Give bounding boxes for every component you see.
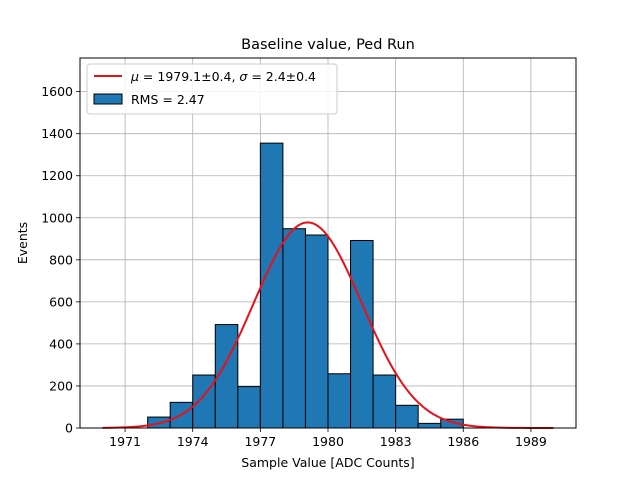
legend: μ = 1979.1±0.4, σ = 2.4±0.4 RMS = 2.47 [86,63,338,115]
histogram-bar [259,142,284,429]
x-tick-label: 1986 [447,434,479,449]
x-axis-label: Sample Value [ADC Counts] [241,455,414,470]
legend-mu-text: = 1979.1±0.4, [139,69,239,84]
histogram-bar [327,373,352,429]
chart-title: Baseline value, Ped Run [241,37,415,53]
legend-fit-label: μ = 1979.1±0.4, σ = 2.4±0.4 [130,69,316,84]
histogram-bar [237,386,261,429]
legend-rms-label: RMS = 2.47 [131,92,205,107]
histogram-bar [417,422,442,429]
y-tick-label: 1400 [41,126,73,141]
legend-rms-swatch [93,93,123,105]
x-tick-label: 1971 [109,434,141,449]
y-tick-label: 200 [49,378,73,393]
y-tick-label: 1200 [41,168,73,183]
histogram-bar [282,228,306,429]
y-tick-label: 0 [65,421,73,436]
y-tick-label: 1000 [41,210,73,225]
y-ticks: 0 200 400 600 800 1000 1200 1400 1600 [41,84,80,436]
y-tick-label: 800 [49,252,73,267]
y-tick-label: 400 [49,336,73,351]
histogram-bar [395,404,419,429]
x-tick-label: 1980 [312,434,344,449]
legend-box [86,63,338,115]
x-tick-label: 1974 [177,434,209,449]
x-tick-label: 1989 [515,434,547,449]
histogram-bar [192,374,216,429]
legend-sigma-symbol: σ [239,69,248,84]
fit-curve [102,221,554,429]
x-tick-label: 1983 [380,434,412,449]
histogram-bar [350,239,374,429]
y-tick-label: 600 [49,294,73,309]
y-axis-label: Events [15,222,30,264]
legend-mu-symbol: μ [130,69,139,84]
y-tick-label: 1600 [41,84,73,99]
histogram-bar [372,374,397,429]
x-tick-label: 1977 [244,434,276,449]
legend-sigma-text: = 2.4±0.4 [247,69,316,84]
histogram-bar [304,234,329,429]
x-ticks: 1971 1974 1977 1980 1983 1986 1989 [109,428,547,449]
